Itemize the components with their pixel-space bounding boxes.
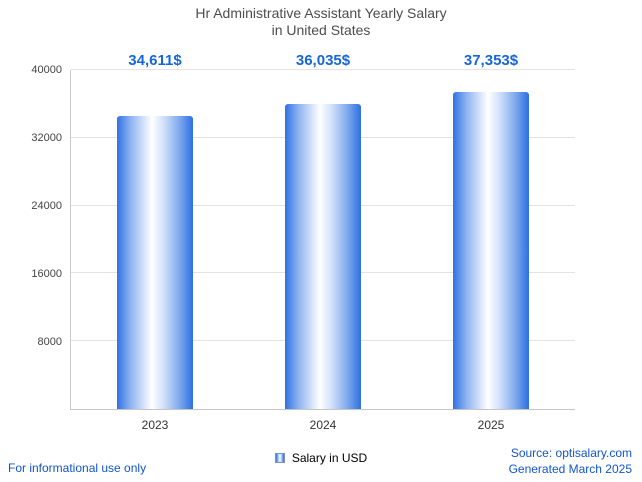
- x-tick-label: 2024: [309, 418, 337, 432]
- x-tick-label: 2023: [141, 418, 169, 432]
- y-tick-label: 8000: [37, 336, 62, 348]
- columns: 34,611$ 2023 36,035$ 2024 37,353$ 2025: [71, 52, 575, 432]
- bar-group: 34,611$ 2023: [117, 52, 193, 432]
- plot-area: 34,611$ 2023 36,035$ 2024 37,353$ 2025: [70, 52, 575, 432]
- chart-title-line1: Hr Administrative Assistant Yearly Salar…: [195, 5, 447, 21]
- value-label: 34,611$: [128, 52, 182, 69]
- y-tick-label: 32000: [31, 132, 62, 144]
- gridline: [71, 69, 575, 70]
- y-axis: 8000 16000 24000 32000 40000: [0, 64, 62, 410]
- bar[interactable]: [453, 92, 529, 409]
- source-text: Source: optisalary.com: [510, 446, 632, 460]
- bar-group: 36,035$ 2024: [285, 52, 361, 432]
- y-tick-label: 16000: [31, 268, 62, 280]
- bar-group: 37,353$ 2025: [453, 52, 529, 432]
- bar[interactable]: [117, 115, 193, 409]
- value-label: 37,353$: [463, 52, 519, 69]
- source-block: Source: optisalary.com Generated March 2…: [509, 445, 632, 477]
- x-tick-label: 2025: [477, 418, 505, 432]
- legend-label: Salary in USD: [291, 451, 368, 465]
- generated-text: Generated March 2025: [508, 462, 632, 476]
- disclaimer-text: For informational use only: [8, 461, 147, 475]
- legend[interactable]: Salary in USD: [0, 451, 642, 465]
- bar[interactable]: [285, 103, 361, 409]
- legend-swatch-icon: [274, 453, 285, 463]
- y-tick-label: 40000: [31, 64, 62, 76]
- chart-title-line2: in United States: [271, 22, 371, 38]
- chart-title: Hr Administrative Assistant Yearly Salar…: [0, 5, 642, 39]
- y-tick-label: 24000: [31, 200, 62, 212]
- value-label: 36,035$: [295, 52, 351, 69]
